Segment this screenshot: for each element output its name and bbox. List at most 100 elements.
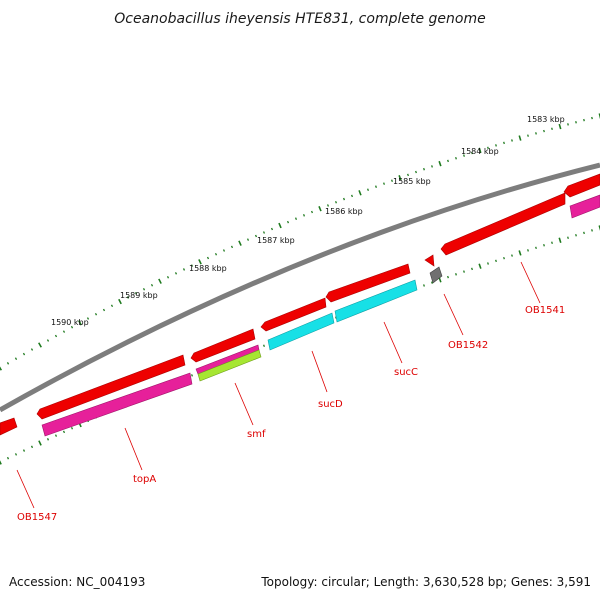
genome-summary-text: Topology: circular; Length: 3,630,528 bp… [260, 575, 591, 589]
scale-tick [511, 139, 513, 142]
genome-backbone [0, 162, 600, 413]
scale-tick [206, 256, 210, 260]
scale-tick [262, 344, 266, 348]
scale-tick [350, 194, 354, 198]
scale-tick [455, 156, 457, 160]
gene-label: OB1547 [17, 512, 57, 523]
scale-tick [150, 283, 154, 287]
cds-feature [41, 372, 193, 437]
scale-tick [70, 325, 74, 329]
scale-tick [487, 262, 489, 265]
cds-feature [0, 417, 18, 436]
scale-tick [583, 118, 585, 122]
scale-tick [0, 460, 2, 465]
scale-tick [278, 222, 282, 229]
scale-tick [78, 320, 82, 326]
scale-tick [22, 352, 26, 356]
cds-feature [569, 194, 600, 219]
scale-tick [558, 237, 562, 243]
scale-tick [407, 173, 409, 177]
gene-label: sucD [318, 399, 343, 410]
scale-tick [503, 256, 505, 260]
scale-tick [431, 165, 433, 168]
scale-tick [518, 250, 522, 256]
scale-tick [38, 342, 42, 348]
gene-labels: OB1541 OB1542 sucC sucD smf topA OB1547 [17, 305, 565, 523]
scale-tick [527, 134, 529, 137]
scale-tick [535, 246, 537, 250]
gene-label: sucC [394, 367, 418, 378]
scale-tick [190, 264, 194, 267]
cds-feature [197, 349, 262, 382]
scale-tick [198, 259, 202, 265]
scale-tick [94, 312, 98, 316]
scale-tick [375, 185, 377, 188]
scale-tick [487, 146, 489, 150]
scale-tick [126, 296, 130, 299]
scale-tick [110, 304, 114, 308]
scale-tick [254, 234, 258, 238]
scale-tick [14, 357, 18, 360]
scale-tick [142, 288, 146, 291]
scale-tick [495, 259, 497, 263]
scale-label: 1585 kbp [393, 177, 431, 186]
scale-labels: 1583 kbp 1584 kbp 1585 kbp 1586 kbp 1587… [51, 115, 565, 327]
scale-tick [310, 210, 314, 214]
scale-tick [230, 245, 234, 249]
scale-tick [286, 220, 290, 224]
scale-tick [583, 231, 585, 235]
scale-tick [591, 116, 593, 120]
scale-tick [134, 292, 138, 295]
scale-tick [238, 240, 242, 246]
scale-tick [46, 438, 50, 441]
scale-tick [214, 252, 218, 256]
scale-tick [62, 330, 66, 333]
scale-tick [471, 267, 473, 271]
scale-tick [535, 132, 537, 135]
scale-tick [358, 190, 362, 196]
cds-feature [260, 297, 327, 332]
accession-text: Accession: NC_004193 [9, 575, 145, 589]
scale-tick [471, 151, 473, 155]
scale-tick [463, 154, 465, 157]
scale-tick [70, 426, 74, 430]
scale-tick [551, 241, 553, 244]
gene-label: topA [133, 474, 156, 485]
scale-label: 1589 kbp [120, 291, 158, 300]
scale-tick [30, 348, 34, 351]
scale-tick [54, 434, 58, 437]
scale-tick [391, 179, 393, 182]
scale-tick [558, 123, 562, 130]
scale-tick [190, 374, 194, 377]
scale-tick [423, 284, 425, 287]
scale-tick [543, 129, 545, 133]
scale-tick [431, 281, 433, 284]
cds-feature [563, 173, 600, 198]
scale-tick [495, 144, 497, 147]
scale-tick [518, 135, 522, 141]
scale-tick [567, 236, 569, 239]
scale-tick [302, 214, 306, 217]
scale-tick [342, 197, 346, 201]
scale-tick [326, 204, 330, 207]
scale-tick [262, 231, 266, 234]
cds-feature [36, 354, 186, 420]
cds-feature [267, 312, 335, 351]
cds-feature [190, 328, 256, 363]
scale-tick [38, 440, 42, 446]
cds-feature [325, 263, 411, 303]
scale-tick [22, 449, 26, 452]
scale-tick [118, 298, 122, 305]
scale-tick [46, 339, 50, 342]
scale-label: 1586 kbp [325, 207, 363, 216]
scale-label: 1588 kbp [189, 264, 227, 273]
scale-tick [503, 141, 505, 145]
scale-tick [398, 175, 402, 181]
scale-tick [182, 268, 186, 271]
gene-label: OB1542 [448, 340, 488, 351]
scale-tick [478, 263, 482, 269]
scale-tick [174, 272, 178, 275]
cds-feature [429, 266, 443, 284]
scale-tick [54, 334, 58, 338]
scale-tick [6, 362, 10, 365]
